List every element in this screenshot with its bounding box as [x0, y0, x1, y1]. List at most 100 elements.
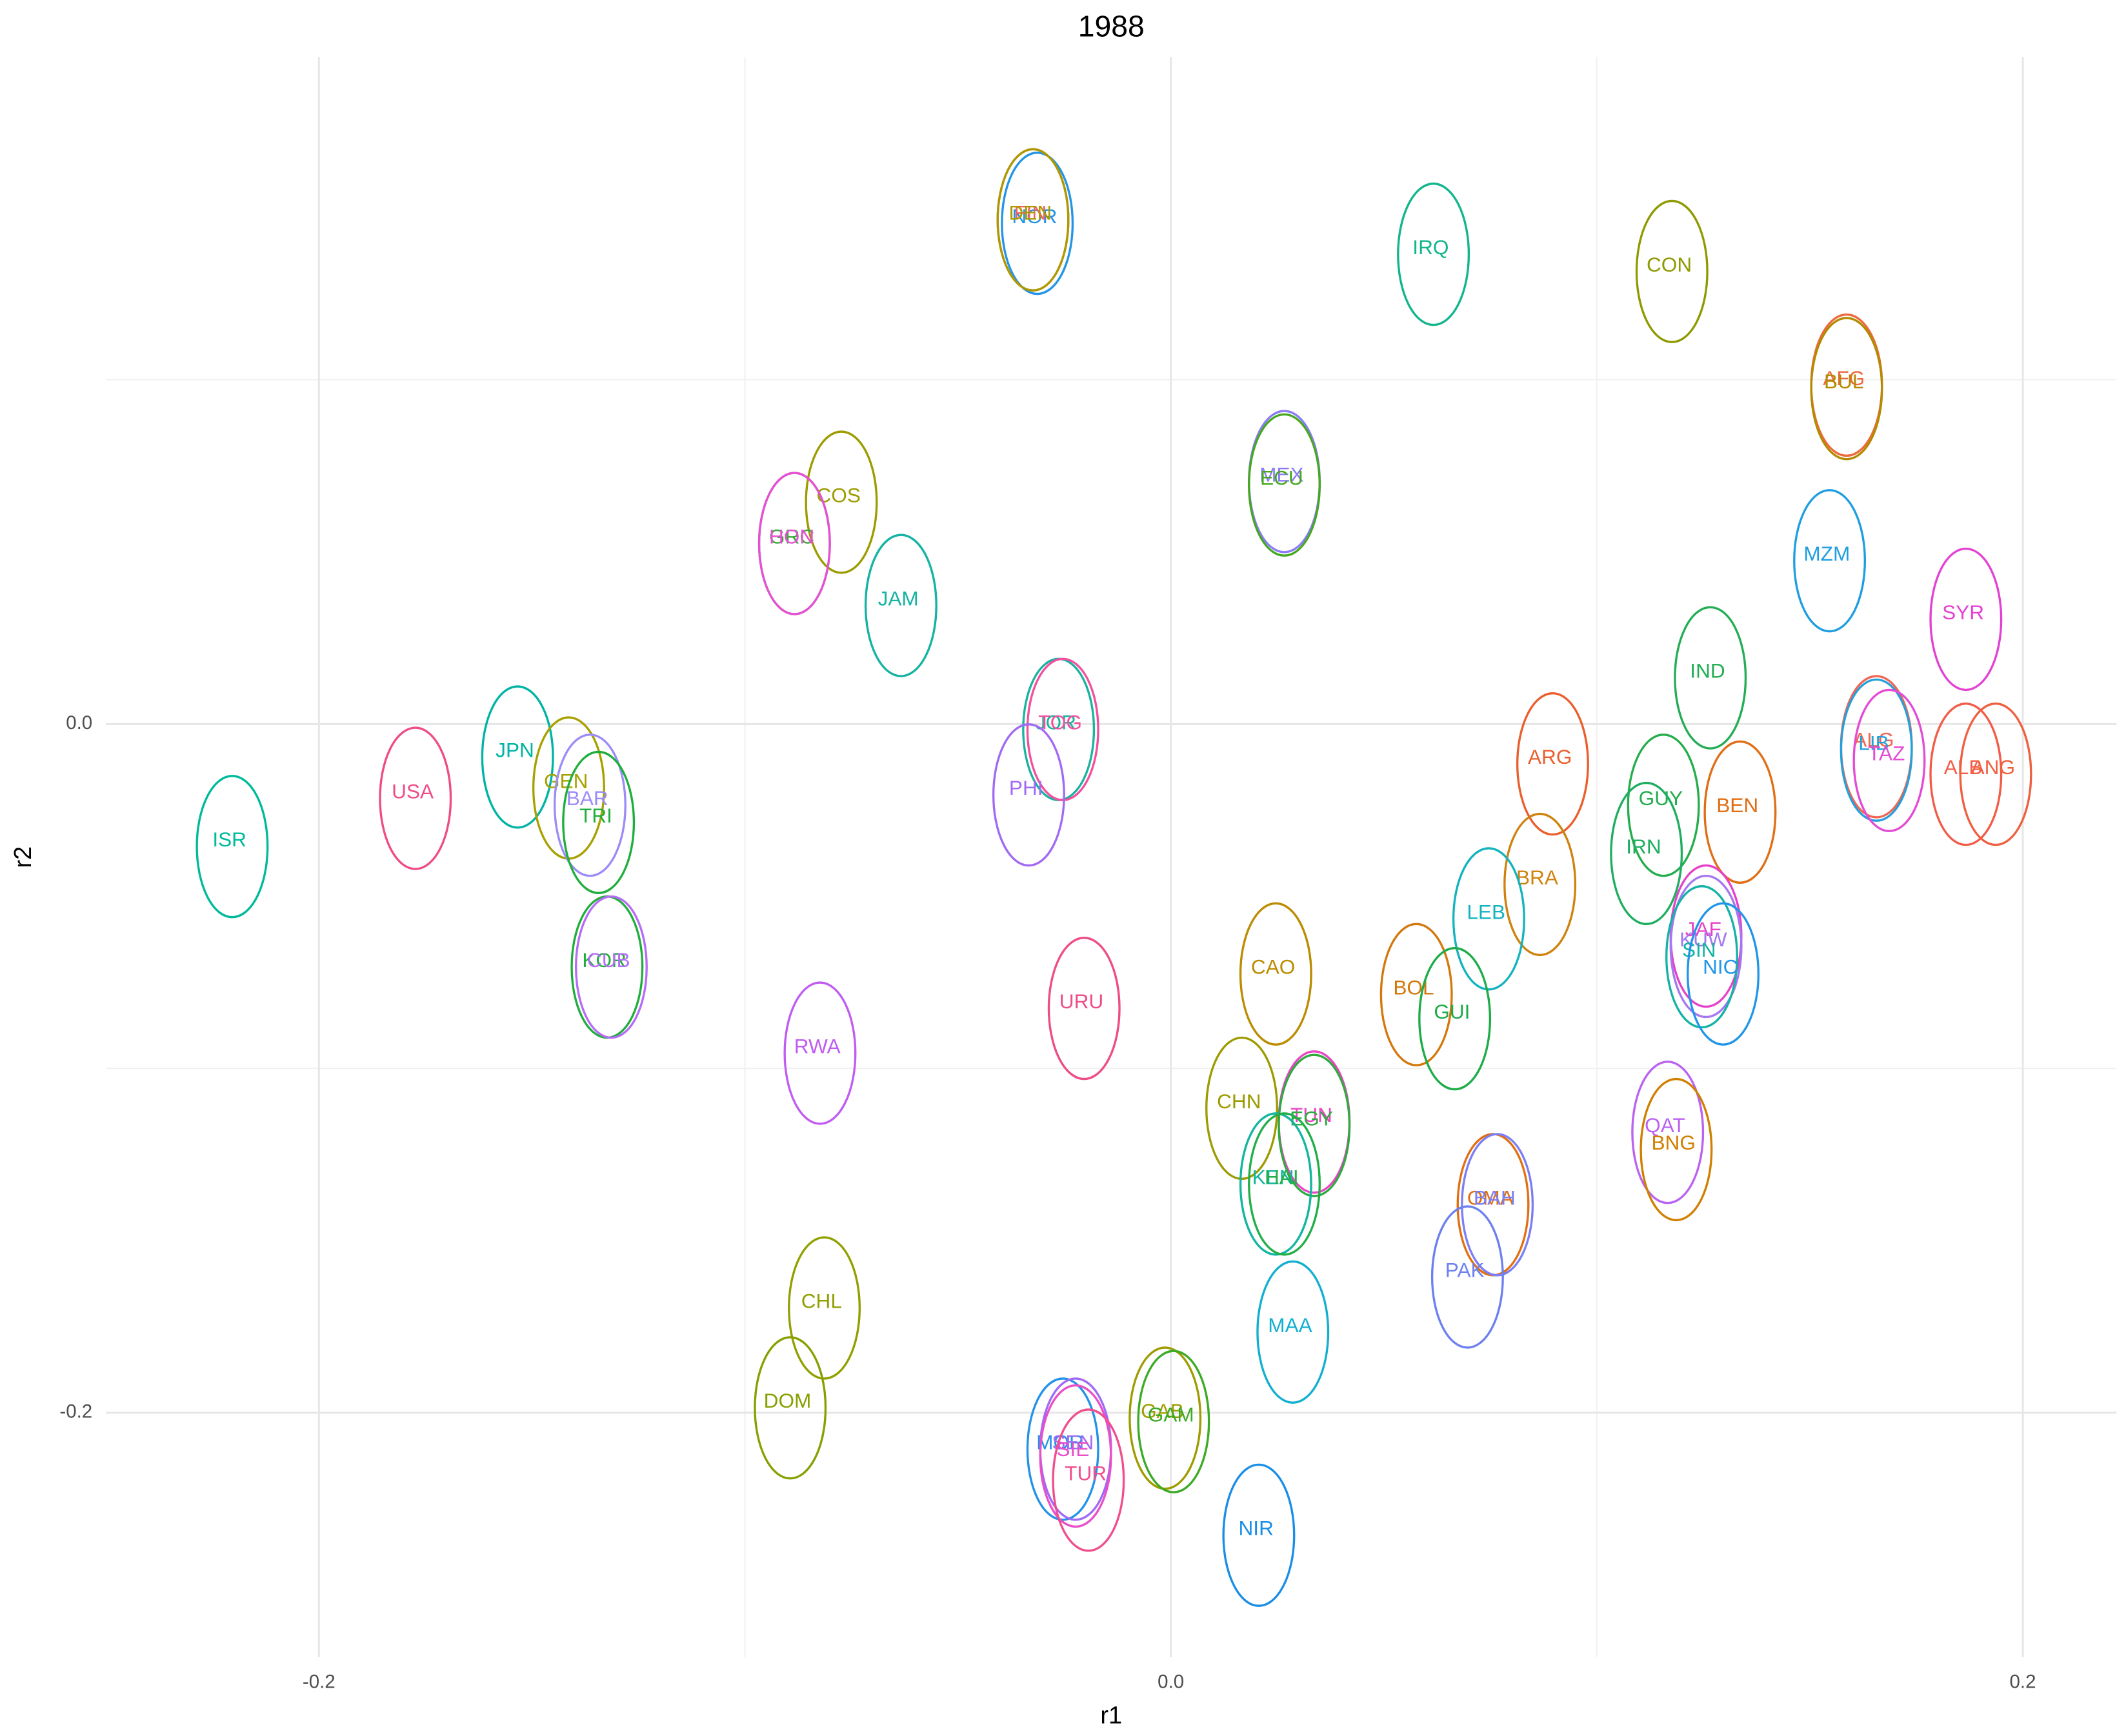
point-label: TUR [1065, 1461, 1107, 1484]
x-axis-label: r1 [1100, 1702, 1122, 1730]
point-label: ISR [212, 828, 246, 851]
point-ellipse [1397, 183, 1470, 326]
point-ellipse [1418, 947, 1492, 1091]
point-label: OMA [1467, 1186, 1514, 1209]
point-ellipse [1840, 678, 1913, 822]
chart-title: 1988 [1078, 9, 1145, 43]
point-label: CHN [1217, 1090, 1261, 1113]
point-ellipse [1665, 884, 1738, 1029]
point-ellipse [1026, 1377, 1099, 1521]
point-label: USA [392, 779, 434, 803]
point-ellipse [1047, 937, 1121, 1081]
point-label: BOL [1393, 976, 1434, 999]
point-label: URU [1059, 990, 1103, 1013]
point-ellipse [996, 148, 1070, 292]
point-label: DOM [764, 1389, 812, 1412]
point-ellipse [1278, 1053, 1351, 1197]
point-ellipse [1137, 1350, 1210, 1493]
point-ellipse [379, 726, 452, 870]
point-label: BRA [1516, 866, 1558, 889]
point-label: QAT [1645, 1113, 1685, 1137]
point-ellipse [1461, 1133, 1534, 1277]
point-label: BEN [1716, 793, 1758, 817]
point-label: FIN [1014, 201, 1047, 224]
point-label: GEN [544, 769, 588, 792]
point-ellipse [1703, 740, 1777, 884]
point-label: NIC [1703, 955, 1738, 979]
point-label: KEN [1252, 1165, 1294, 1188]
point-label: TOG [1038, 711, 1082, 734]
point-label: TUN [1290, 1103, 1332, 1126]
point-ellipse [788, 1236, 861, 1380]
point-label: NOR [1012, 205, 1057, 228]
point-ellipse [1516, 692, 1589, 836]
point-label: GRC [769, 524, 814, 548]
grid: -0.2 0.0 0.2 -0.2 0.0 [59, 57, 2117, 1693]
point-label: JPN [496, 738, 534, 761]
point-label: JAM [878, 587, 919, 610]
point-ellipse [754, 1336, 827, 1480]
point-ellipse [1687, 902, 1760, 1046]
point-ellipse [1052, 1408, 1125, 1552]
point-ellipse [1793, 489, 1867, 633]
point-label: SYR [1942, 601, 1984, 624]
point-ellipse [1929, 703, 2003, 846]
point-label: MAA [1268, 1313, 1312, 1337]
point-label: ARG [1528, 745, 1572, 768]
point-label: IRQ [1412, 235, 1449, 259]
y-axis-label: r2 [10, 846, 37, 868]
point-label: MEX [1259, 463, 1303, 486]
point-ellipse [481, 685, 554, 829]
point-label: HAI [1265, 1165, 1299, 1188]
point-label: PAK [1445, 1258, 1485, 1281]
point-ellipse [1205, 1036, 1278, 1181]
point-ellipse [1026, 657, 1099, 801]
point-label: SIE [1056, 1437, 1089, 1461]
point-ellipse [1674, 606, 1747, 750]
point-ellipse [805, 430, 878, 574]
point-ellipse [196, 775, 269, 919]
point-ellipse [1222, 1463, 1296, 1607]
point-ellipse [1852, 688, 1926, 832]
point-label: ALG [1853, 728, 1894, 751]
point-ellipse [1503, 812, 1577, 957]
point-label: MZM [1803, 542, 1850, 565]
point-label: ANG [1971, 755, 2015, 779]
point-label: BAH [1474, 1186, 1516, 1209]
y-tick-label: 0.0 [66, 712, 92, 733]
point-label: BUL [1824, 370, 1863, 393]
point-label: GUI [1434, 1000, 1470, 1023]
point-ellipse [864, 534, 938, 677]
point-label: PHI [1009, 776, 1043, 799]
point-ellipse [1128, 1346, 1202, 1490]
point-ellipse [1039, 1384, 1112, 1528]
x-tick-label: -0.2 [303, 1671, 336, 1693]
point-ellipse [1379, 923, 1453, 1066]
point-ellipse [1669, 874, 1743, 1019]
point-label: CON [1647, 253, 1692, 276]
point-label: IND [1690, 659, 1725, 683]
point-ellipse [783, 981, 857, 1125]
point-ellipse [1959, 703, 2032, 846]
point-label: HON [769, 524, 814, 548]
point-ellipse [1640, 1077, 1713, 1222]
point-ellipse [574, 895, 648, 1039]
point-ellipse [1810, 317, 1883, 461]
point-ellipse [1452, 847, 1525, 991]
point-label: CHL [801, 1289, 842, 1312]
point-ellipse [1627, 733, 1700, 877]
point-ellipse [757, 472, 831, 615]
point-label: DEN [1008, 201, 1052, 224]
point-label: RWA [794, 1034, 841, 1057]
point-ellipse [1239, 902, 1312, 1046]
point-label: KOR [582, 948, 626, 972]
point-label: BAR [567, 786, 608, 810]
point-ellipse [1430, 1205, 1504, 1349]
point-label: ALB [1944, 755, 1983, 779]
point-label: BNG [1651, 1131, 1695, 1154]
point-ellipse [1610, 781, 1683, 926]
point-ellipse [553, 733, 627, 877]
